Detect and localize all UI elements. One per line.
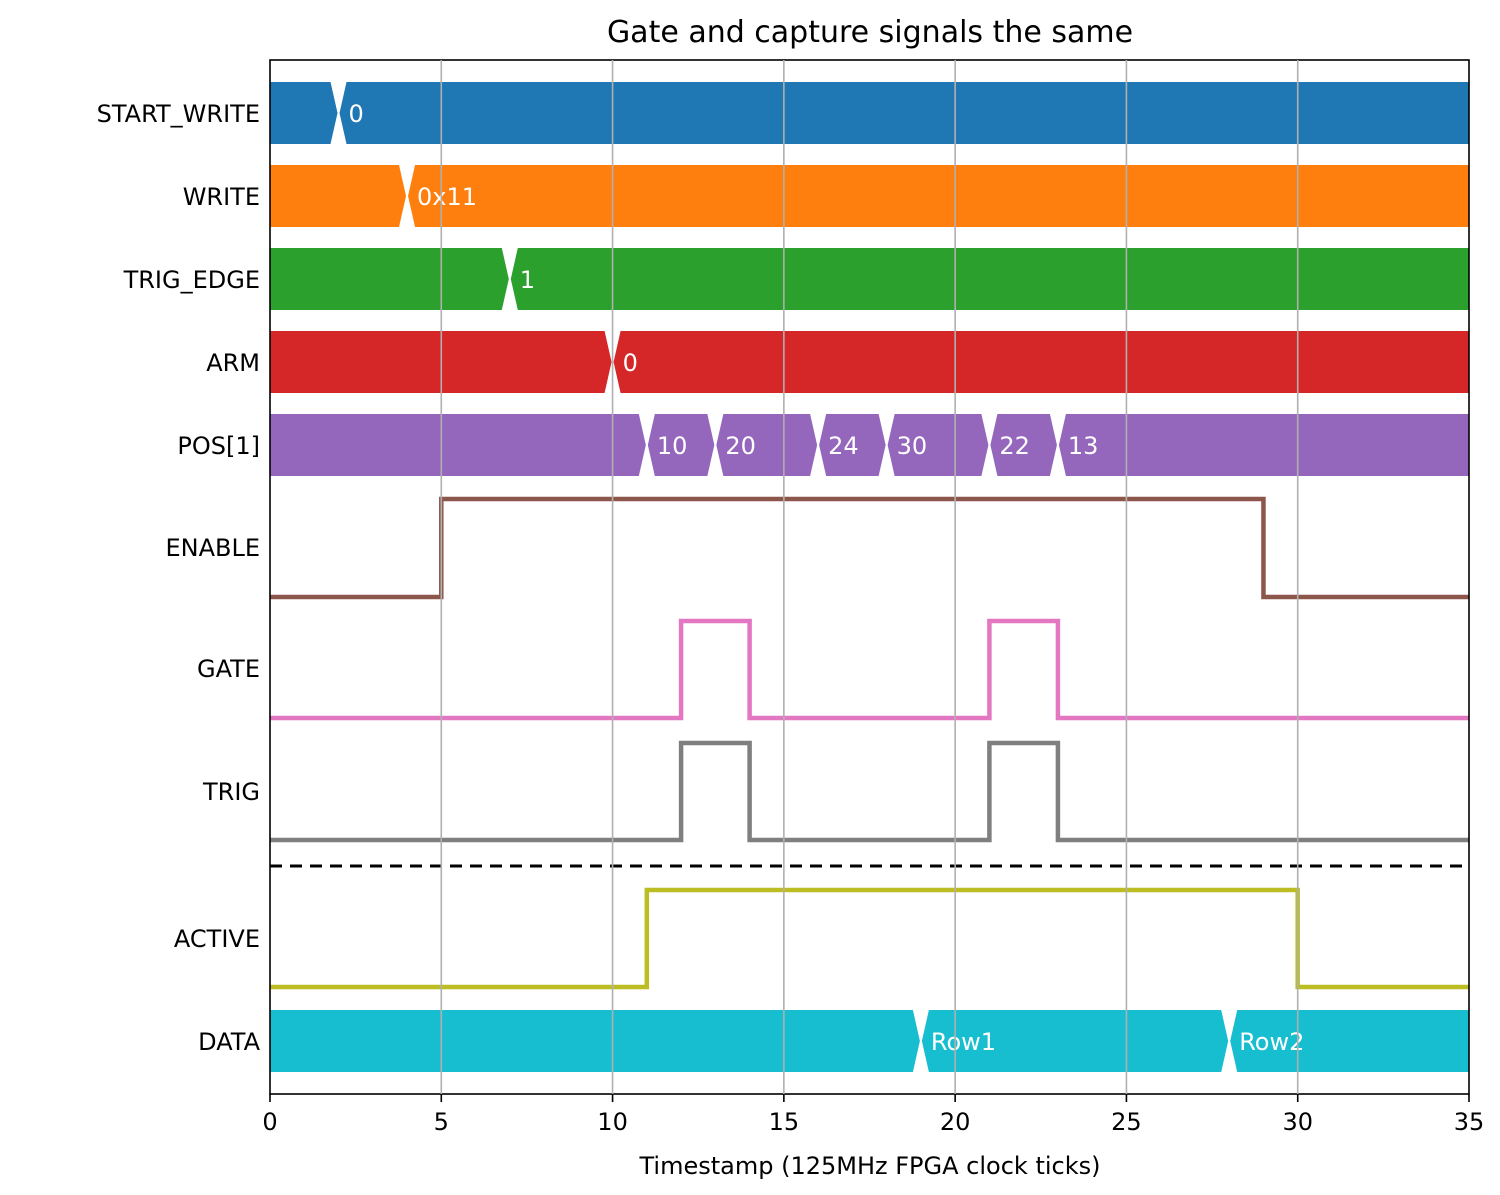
pos-1-value-label: 20 bbox=[725, 432, 756, 460]
trig-edge-value-label: 1 bbox=[520, 266, 535, 294]
pos-1-value-label: 30 bbox=[897, 432, 928, 460]
x-tick-label: 20 bbox=[940, 1108, 971, 1136]
signal-write: 0x11 bbox=[270, 165, 1469, 227]
trig-trace bbox=[270, 740, 1469, 843]
grid-lines bbox=[440, 60, 1299, 1094]
signal-label-write: WRITE bbox=[183, 183, 260, 211]
x-tick-label: 15 bbox=[769, 1108, 800, 1136]
plot-frame bbox=[269, 59, 1470, 1095]
signal-start-write: 0 bbox=[270, 82, 1469, 144]
x-tick-label: 10 bbox=[597, 1108, 628, 1136]
pos-1-value-label: 13 bbox=[1068, 432, 1099, 460]
pos-1-value-label: 24 bbox=[828, 432, 859, 460]
x-tick-label: 35 bbox=[1454, 1108, 1485, 1136]
signal-label-enable: ENABLE bbox=[165, 534, 260, 562]
pos-1-value-label: 10 bbox=[657, 432, 688, 460]
pos-1-segment bbox=[819, 414, 886, 476]
data-value-label: Row2 bbox=[1239, 1028, 1304, 1056]
trig-edge-segment bbox=[270, 248, 509, 310]
signal-label-gate: GATE bbox=[197, 655, 260, 683]
pos-1-segment bbox=[887, 414, 989, 476]
x-axis: 0 5 10 15 20 25 30 35 bbox=[262, 1094, 1484, 1136]
signal-pos-1: 10 20 24 30 22 13 bbox=[270, 414, 1469, 476]
signal-data: Row1 Row2 bbox=[270, 1010, 1469, 1072]
signal-arm: 0 bbox=[270, 331, 1469, 393]
active-trace bbox=[270, 887, 1469, 990]
x-tick-label: 0 bbox=[262, 1108, 277, 1136]
pos-1-value-label: 22 bbox=[999, 432, 1030, 460]
x-axis-label: Timestamp (125MHz FPGA clock ticks) bbox=[639, 1152, 1101, 1180]
enable-trace bbox=[270, 496, 1469, 600]
x-tick-label: 25 bbox=[1111, 1108, 1142, 1136]
write-value-label: 0x11 bbox=[417, 183, 477, 211]
signal-label-arm: ARM bbox=[206, 349, 260, 377]
signal-labels: START_WRITE WRITE TRIG_EDGE ARM POS[1] ENABLE… bbox=[97, 100, 261, 1056]
signal-label-trig: TRIG bbox=[202, 778, 260, 806]
arm-segment bbox=[613, 331, 1469, 393]
start-write-segment bbox=[339, 82, 1469, 144]
signal-active bbox=[270, 887, 1469, 990]
pos-1-segment bbox=[270, 414, 646, 476]
signal-label-pos-1: POS[1] bbox=[177, 432, 260, 460]
signal-label-trig-edge: TRIG_EDGE bbox=[123, 266, 260, 294]
data-value-label: Row1 bbox=[931, 1028, 996, 1056]
signal-label-start-write: START_WRITE bbox=[97, 100, 260, 128]
pos-1-segment bbox=[1058, 414, 1469, 476]
write-segment bbox=[408, 165, 1469, 227]
gate-trace bbox=[270, 618, 1469, 721]
chart-title: Gate and capture signals the same bbox=[607, 15, 1133, 50]
data-segment bbox=[921, 1010, 1229, 1072]
start-write-segment bbox=[270, 82, 338, 144]
x-tick-label: 5 bbox=[434, 1108, 449, 1136]
pos-1-segment bbox=[647, 414, 715, 476]
signal-enable bbox=[270, 496, 1469, 600]
signal-trig bbox=[270, 740, 1469, 843]
x-tick-label: 30 bbox=[1282, 1108, 1313, 1136]
signal-label-data: DATA bbox=[198, 1028, 260, 1056]
trig-edge-segment bbox=[510, 248, 1469, 310]
write-segment bbox=[270, 165, 407, 227]
arm-value-label: 0 bbox=[623, 349, 638, 377]
signal-gate bbox=[270, 618, 1469, 721]
pos-1-segment bbox=[716, 414, 818, 476]
data-segment bbox=[270, 1010, 920, 1072]
signal-trig-edge: 1 bbox=[270, 248, 1469, 310]
signal-label-active: ACTIVE bbox=[174, 925, 260, 953]
data-segment bbox=[1230, 1010, 1469, 1072]
pos-1-segment bbox=[990, 414, 1057, 476]
start-write-value-label: 0 bbox=[349, 100, 364, 128]
